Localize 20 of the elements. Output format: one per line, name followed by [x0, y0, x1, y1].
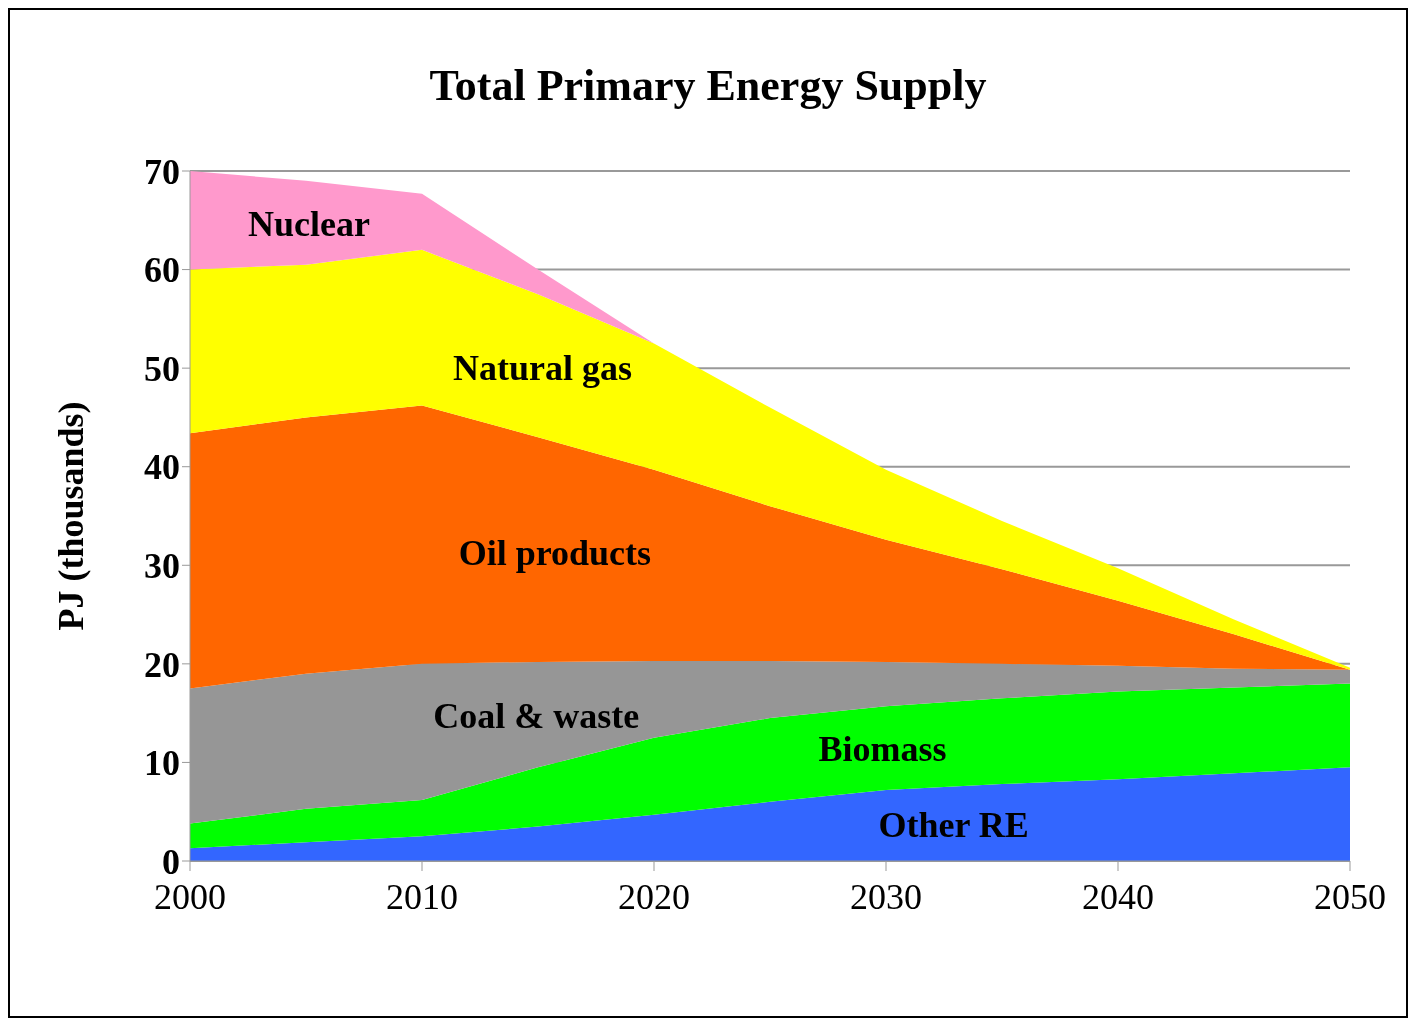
y-tick-label: 30 [144, 546, 180, 587]
series-label: Coal & waste [433, 695, 640, 736]
y-tick-label: 20 [144, 644, 180, 685]
chart-title: Total Primary Energy Supply [428, 60, 988, 111]
x-tick-label: 2010 [386, 876, 458, 917]
x-tick-label: 2050 [1314, 876, 1386, 917]
x-tick-label: 2030 [850, 876, 922, 917]
series-label: Biomass [818, 729, 947, 770]
series-label: Oil products [458, 532, 652, 573]
y-tick-label: 60 [144, 250, 180, 291]
y-tick-label: 70 [144, 151, 180, 192]
y-tick-label: 40 [144, 447, 180, 488]
y-tick-label: 50 [144, 348, 180, 389]
series-label: Nuclear [248, 203, 371, 244]
y-tick-label: 10 [144, 743, 180, 784]
x-tick-label: 2040 [1082, 876, 1154, 917]
series-label: Other RE [878, 804, 1029, 845]
x-tick-label: 2020 [618, 876, 690, 917]
y-axis-title: PJ (thousands) [50, 401, 91, 631]
series-label: Natural gas [453, 348, 633, 389]
